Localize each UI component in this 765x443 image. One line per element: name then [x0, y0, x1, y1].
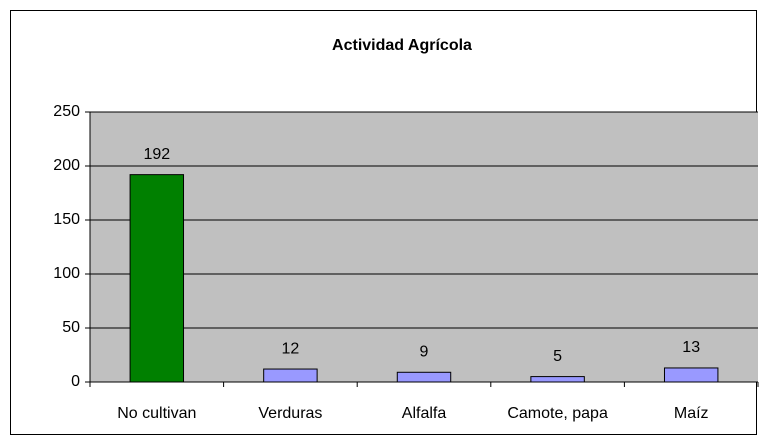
value-label: 12	[282, 340, 300, 357]
y-tick-label: 200	[53, 157, 80, 174]
value-label: 192	[143, 146, 170, 163]
chart-title: Actividad Agrícola	[332, 37, 472, 54]
x-tick-label: Verduras	[258, 405, 322, 422]
x-tick-label: No cultivan	[117, 405, 196, 422]
bar	[396, 371, 452, 383]
x-tick-label: Alfalfa	[402, 405, 447, 422]
y-tick-label: 250	[53, 103, 80, 120]
y-tick-label: 0	[71, 373, 80, 390]
y-tick-label: 50	[62, 319, 80, 336]
plot-area	[90, 112, 758, 382]
bar	[663, 367, 719, 383]
y-tick-label: 100	[53, 265, 80, 282]
x-tick-label: Maíz	[674, 405, 709, 422]
value-label: 13	[682, 339, 700, 356]
y-tick-label: 150	[53, 211, 80, 228]
value-label: 5	[553, 348, 562, 365]
value-label: 9	[420, 343, 429, 360]
x-tick-label: Camote, papa	[507, 405, 608, 422]
bar	[129, 174, 185, 383]
bar	[530, 376, 585, 383]
bar	[263, 368, 318, 383]
